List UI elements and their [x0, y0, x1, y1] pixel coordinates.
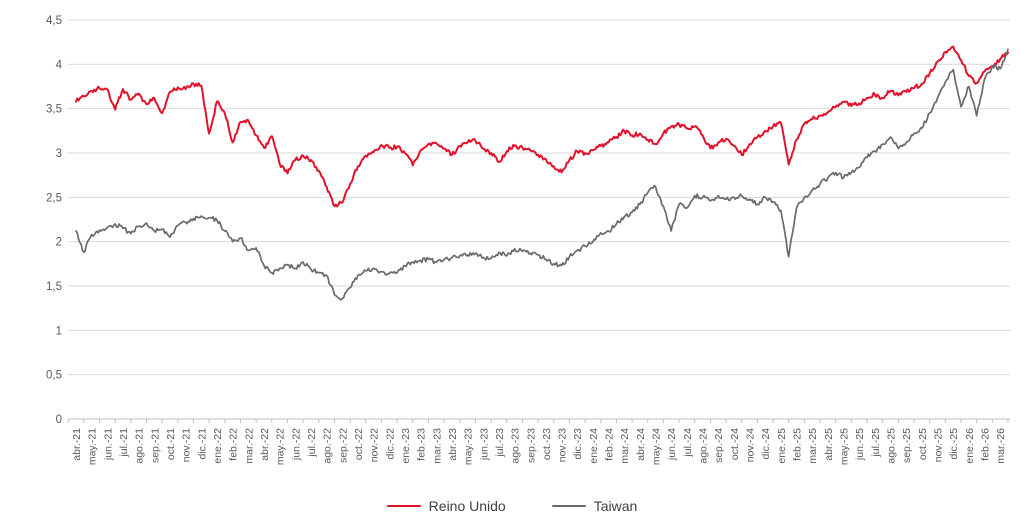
x-tick-label: nov.-21 — [181, 428, 193, 462]
x-tick-label: ago.-23 — [510, 428, 522, 464]
x-tick-label: may.-23 — [463, 428, 475, 465]
x-tick-label: ene.-23 — [400, 428, 412, 464]
x-tick-label: nov.-25 — [933, 428, 945, 462]
gridlines — [68, 19, 1010, 420]
legend-label-reino-unido: Reino Unido — [428, 498, 506, 514]
x-tick-label: feb.-22 — [228, 428, 240, 461]
x-tick-label: sep.-21 — [149, 428, 161, 463]
x-tick-label: ago.-22 — [322, 428, 334, 464]
x-tick-label: oct.-25 — [917, 428, 929, 460]
y-tick-label: 4 — [56, 59, 63, 71]
legend-label-taiwan: Taiwan — [593, 498, 638, 514]
y-tick-label: 1 — [56, 325, 62, 337]
x-tick-label: feb.-26 — [980, 428, 992, 461]
legend-swatch-reino-unido — [386, 504, 421, 508]
x-tick-label: feb.-25 — [792, 428, 804, 461]
x-tick-label: dic.-24 — [760, 428, 772, 460]
y-tick-label: 0 — [56, 414, 62, 426]
y-tick-label: 4,5 — [46, 15, 62, 27]
x-tick-label: ene.-25 — [776, 428, 788, 464]
x-tick-label: oct.-24 — [729, 428, 741, 460]
x-tick-label: ago.-24 — [698, 428, 710, 464]
series-line-reino-unido — [75, 45, 1009, 208]
y-axis-labels: 0 0,5 1 1,5 2 2,5 3 3,5 4 4,5 — [46, 15, 63, 426]
x-tick-label: mar.-25 — [807, 428, 819, 464]
x-axis-ticks — [67, 419, 1009, 423]
chart-legend: Reino Unido Taiwan — [0, 498, 1024, 514]
x-tick-label: nov.-22 — [369, 428, 381, 462]
legend-item-taiwan: Taiwan — [551, 498, 638, 514]
x-tick-label: feb.-24 — [604, 428, 616, 461]
x-tick-label: sep.-23 — [525, 428, 537, 463]
series-line-taiwan — [75, 48, 1009, 301]
x-tick-label: ago.-25 — [886, 428, 898, 464]
y-tick-label: 1,5 — [46, 281, 62, 293]
x-tick-label: abr.-25 — [823, 428, 835, 461]
y-tick-label: 2 — [56, 237, 62, 249]
x-tick-label: feb.-23 — [416, 428, 428, 461]
x-tick-label: jun.-22 — [290, 428, 302, 461]
x-tick-label: sep.-25 — [901, 428, 913, 463]
x-tick-label: jul.-24 — [682, 428, 694, 458]
x-tick-label: jul.-25 — [870, 428, 882, 458]
x-tick-label: abr.-21 — [71, 428, 83, 461]
x-tick-label: may.-21 — [87, 428, 99, 465]
x-tick-label: mar.-24 — [619, 428, 631, 464]
x-tick-label: abr.-22 — [259, 428, 271, 461]
x-tick-label: mar.-22 — [243, 428, 255, 464]
x-tick-label: nov.-23 — [557, 428, 569, 462]
x-tick-label: jul.-22 — [306, 428, 318, 458]
x-tick-label: dic.-25 — [948, 428, 960, 460]
x-tick-label: jul.-21 — [118, 428, 130, 458]
x-tick-label: may.-22 — [275, 428, 287, 465]
x-tick-label: ene.-24 — [588, 428, 600, 464]
x-tick-label: ene.-22 — [212, 428, 224, 464]
x-tick-label: nov.-24 — [745, 428, 757, 462]
y-tick-label: 3 — [56, 148, 62, 160]
x-tick-label: oct.-23 — [541, 428, 553, 460]
x-tick-label: sep.-24 — [713, 428, 725, 463]
y-tick-label: 0,5 — [46, 370, 62, 382]
x-tick-label: abr.-24 — [635, 428, 647, 461]
x-tick-label: sep.-22 — [337, 428, 349, 463]
x-tick-label: mar.-26 — [995, 428, 1007, 464]
x-tick-label: abr.-23 — [447, 428, 459, 461]
x-tick-label: jul.-23 — [494, 428, 506, 458]
legend-item-reino-unido: Reino Unido — [386, 498, 506, 514]
x-tick-label: ago.-21 — [134, 428, 146, 464]
x-tick-label: dic.-22 — [384, 428, 396, 460]
x-tick-label: oct.-21 — [165, 428, 177, 460]
x-tick-label: dic.-21 — [196, 428, 208, 460]
x-tick-label: jun.-25 — [854, 428, 866, 461]
x-tick-label: may.-24 — [651, 428, 663, 465]
x-axis-labels: abr.-21 may.-21 jun.-21 jul.-21 ago.-21 sep.-… — [71, 428, 1007, 465]
x-tick-label: jun.-24 — [666, 428, 678, 461]
y-tick-label: 2,5 — [46, 192, 62, 204]
x-tick-label: oct.-22 — [353, 428, 365, 460]
x-tick-label: jun.-21 — [102, 428, 114, 461]
legend-swatch-taiwan — [551, 504, 586, 508]
x-tick-label: dic.-23 — [572, 428, 584, 460]
x-tick-label: may.-25 — [839, 428, 851, 465]
x-tick-label: ene.-26 — [964, 428, 976, 464]
x-tick-label: mar.-23 — [431, 428, 443, 464]
y-tick-label: 3,5 — [46, 104, 62, 116]
x-tick-label: jun.-23 — [478, 428, 490, 461]
